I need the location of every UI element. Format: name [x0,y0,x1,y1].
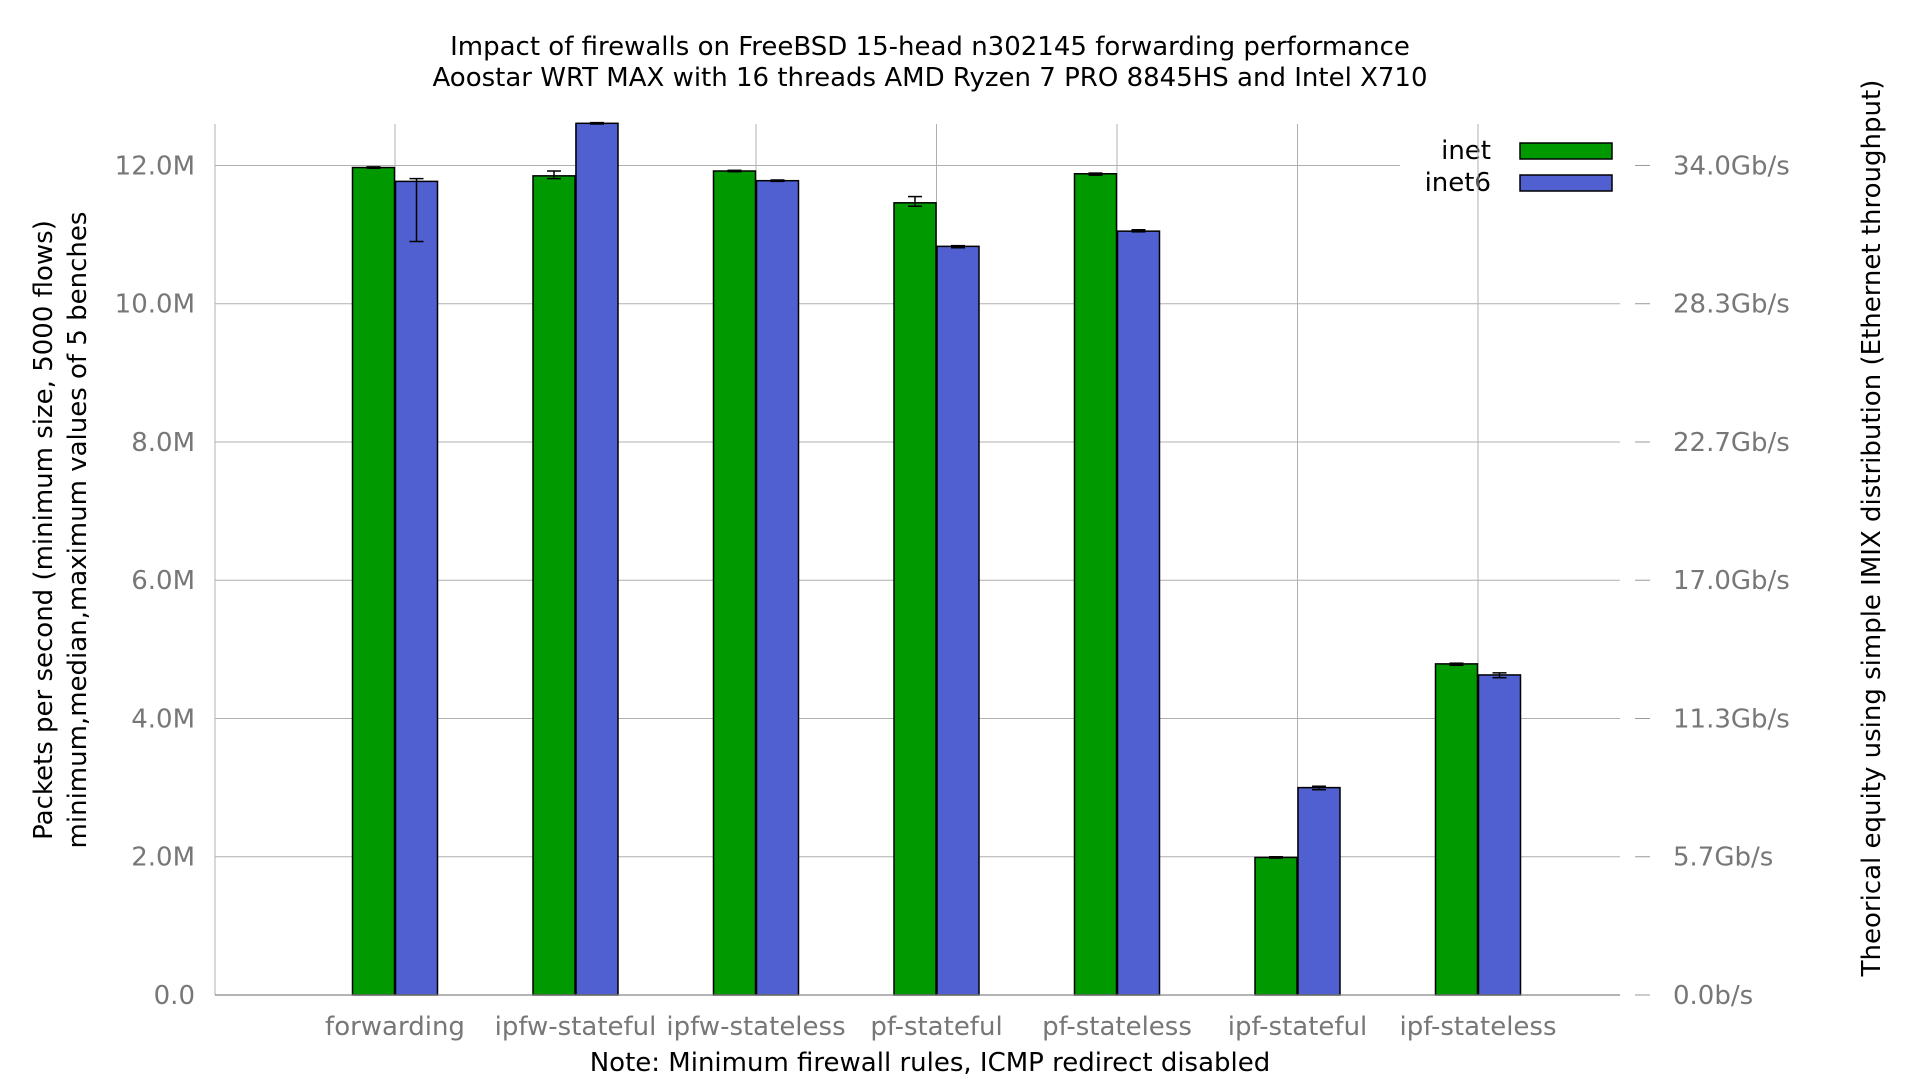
bar-inet [351,166,396,996]
x-tick-label: pf-stateless [1042,1012,1192,1042]
y2-tick-label: 17.0Gb/s [1673,566,1790,596]
legend-label-inet: inet [1441,136,1491,166]
y-tick-label: 0.0 [154,981,195,1011]
x-tick-label: forwarding [325,1012,465,1042]
bar-inet6 [936,245,980,996]
legend-swatch-inet6 [1519,174,1613,192]
y-tick-label: 12.0M [115,151,195,181]
bar-inet6 [394,180,439,996]
x-tick-label: ipf-stateful [1228,1012,1368,1042]
y2-tick-label: 0.0b/s [1673,981,1753,1011]
y-tick-label: 10.0M [115,290,195,320]
bar-inet [1254,856,1298,996]
y-tick-label: 6.0M [131,566,195,596]
bar-inet [1073,173,1118,996]
y-axis-label-line2: minimum,median,maximum values of 5 bench… [63,212,93,849]
legend: inet inet6 [1425,136,1613,198]
bar-inet [893,202,937,996]
legend-swatch-inet [1519,142,1613,160]
x-tick-label: pf-stateful [870,1012,1002,1042]
bar-inet [712,170,757,996]
bar-inet6 [1477,674,1522,996]
y-tick-label: 4.0M [131,704,195,734]
y2-tick-label: 22.7Gb/s [1673,428,1790,458]
x-tick-label: ipfw-stateless [666,1012,845,1042]
y2-tick-label: 5.7Gb/s [1673,843,1773,873]
chart-subtitle: Aoostar WRT MAX with 16 threads AMD Ryze… [432,63,1427,93]
y-axis-label-line1: Packets per second (minimum size, 5000 f… [29,220,59,840]
bar-inet [1434,663,1479,996]
y2-tick-label: 34.0Gb/s [1673,151,1790,181]
y2-tick-label: 11.3Gb/s [1673,704,1790,734]
y-tick-label: 8.0M [131,428,195,458]
bar-inet [532,175,576,996]
x-tick-label: ipfw-stateful [495,1012,657,1042]
y2-tick-label: 28.3Gb/s [1673,290,1790,320]
y2-axis-label: Theorical equity using simple IMIX distr… [1857,80,1887,978]
legend-label-inet6: inet6 [1425,168,1491,198]
y-tick-label: 2.0M [131,843,195,873]
bar-inet6 [1297,786,1341,996]
plot-area: 0.0 2.0M 4.0M 6.0M 8.0M 10.0M 12.0M 0.0b/s 5.7Gb… [115,121,1790,1042]
x-tick-label: ipf-stateless [1399,1012,1556,1042]
bar-inet6 [1116,230,1161,996]
x-axis-label: Note: Minimum firewall rules, ICMP redir… [590,1048,1271,1078]
bar-inet6 [755,179,800,996]
chart-title: Impact of firewalls on FreeBSD 15-head n… [450,32,1410,62]
bar-inet6 [575,122,619,996]
